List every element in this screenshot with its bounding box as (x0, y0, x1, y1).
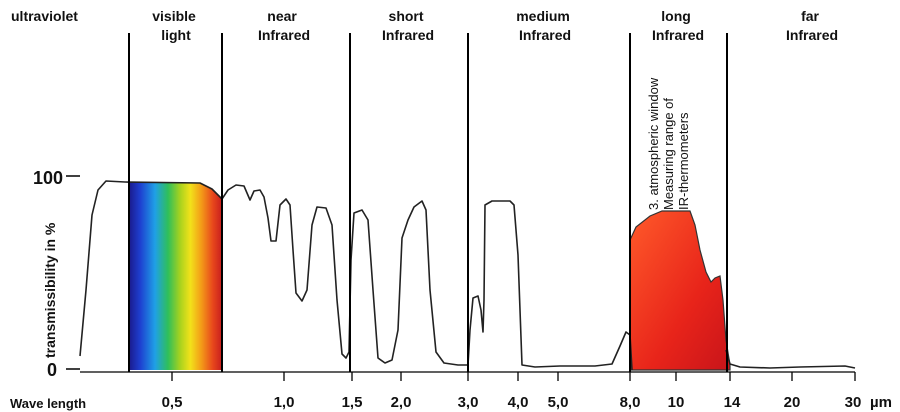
band-label-medium-ir: medium Infrared (516, 8, 574, 43)
x-tick-label: 1,5 (342, 394, 363, 411)
x-tick-label: 4,0 (508, 394, 529, 411)
annotation-line: IR-thermometers (676, 112, 691, 210)
x-tick-label: 14 (724, 394, 741, 411)
band-line: Infrared (519, 27, 571, 43)
band-line: medium (516, 8, 570, 24)
band-line: Infrared (258, 27, 310, 43)
x-tick-label: 3,0 (458, 394, 479, 411)
atmospheric-window-fill (629, 210, 731, 371)
band-line: visible (152, 8, 196, 24)
x-tick-label: 2,0 (391, 394, 412, 411)
band-line: long (661, 8, 691, 24)
band-line: short (389, 8, 424, 24)
annotation-line: 3. atmospheric window (646, 77, 661, 210)
band-line: light (161, 27, 191, 43)
band-dividers (128, 33, 728, 372)
atmospheric-window-annotation: 3. atmospheric window Measuring range of… (646, 77, 691, 210)
x-tick-label: 10 (668, 394, 685, 411)
x-tick-label: 0,5 (162, 394, 183, 411)
y-axis-label: transmissibility in % (42, 222, 58, 358)
x-axis-unit: µm (870, 394, 892, 411)
x-axis-title: Wave length (10, 396, 86, 411)
x-tick-label: 5,0 (548, 394, 569, 411)
band-label-far-ir: far Infrared (786, 8, 838, 43)
x-tick-labels: 0,5 1,0 1,5 2,0 3,0 4,0 5,0 8,0 10 14 20… (162, 394, 892, 411)
band-line: far (801, 8, 819, 24)
band-label-near-ir: near Infrared (258, 8, 310, 43)
x-tick-label: 8,0 (620, 394, 641, 411)
band-line: Infrared (382, 27, 434, 43)
x-ticks (171, 372, 856, 381)
band-label-ultraviolet: ultraviolet (11, 8, 78, 24)
x-tick-label: 1,0 (274, 394, 295, 411)
x-tick-label: 30 (845, 394, 862, 411)
x-tick-label: 20 (784, 394, 801, 411)
band-line: Infrared (652, 27, 704, 43)
annotation-line: Measuring range of (661, 98, 676, 210)
band-line: Infrared (786, 27, 838, 43)
y-axis-min: 0 (47, 360, 57, 380)
visible-light-spectrum (129, 182, 222, 370)
band-line: near (267, 8, 297, 24)
band-label-short-ir: short Infrared (382, 8, 434, 43)
transmission-curve (79, 180, 856, 371)
band-label-long-ir: long Infrared (652, 8, 704, 43)
y-axis-max: 100 (33, 168, 63, 188)
band-label-visible: visible light (152, 8, 199, 43)
